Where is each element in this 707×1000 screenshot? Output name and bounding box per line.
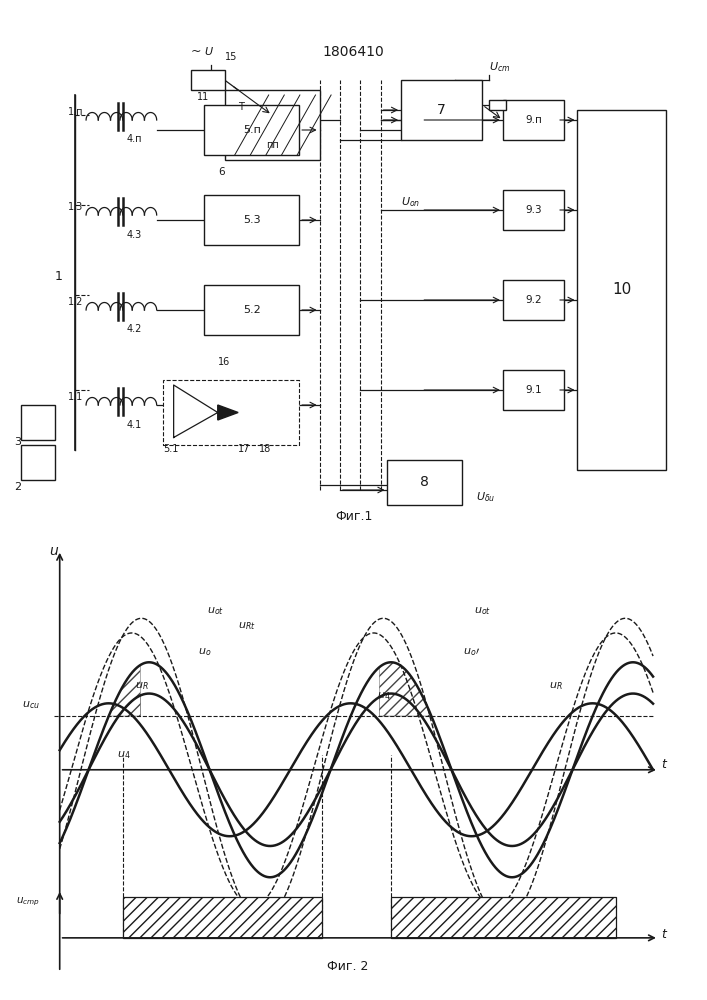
Text: $u_{Rt}$: $u_{Rt}$ bbox=[238, 620, 256, 632]
Text: Фиг.1: Фиг.1 bbox=[335, 510, 372, 523]
Text: 4.3: 4.3 bbox=[126, 230, 141, 239]
Text: $u_{ot}$: $u_{ot}$ bbox=[206, 605, 223, 617]
Text: 5.п: 5.п bbox=[243, 125, 261, 135]
Text: 8: 8 bbox=[421, 476, 429, 489]
Text: 11: 11 bbox=[197, 92, 210, 102]
Text: $U_{on}$: $U_{on}$ bbox=[401, 195, 420, 209]
Bar bbox=[503, 190, 564, 230]
Text: ~: ~ bbox=[191, 45, 201, 58]
Text: 9.2: 9.2 bbox=[525, 295, 542, 305]
Text: 4.п: 4.п bbox=[126, 134, 141, 144]
Bar bbox=[21, 445, 55, 480]
Bar bbox=[503, 280, 564, 320]
Text: u: u bbox=[49, 544, 58, 558]
Text: Т: Т bbox=[238, 102, 244, 112]
Text: t: t bbox=[662, 758, 667, 771]
Text: 2: 2 bbox=[14, 482, 21, 492]
Text: 18: 18 bbox=[259, 444, 271, 454]
Text: $u_4$: $u_4$ bbox=[117, 749, 131, 761]
Bar bbox=[401, 80, 482, 140]
Text: Фиг. 2: Фиг. 2 bbox=[327, 960, 368, 973]
Bar bbox=[225, 90, 320, 160]
Text: 15: 15 bbox=[225, 52, 237, 62]
Text: 1.п: 1.п bbox=[69, 107, 84, 117]
Text: 5.1: 5.1 bbox=[163, 444, 179, 454]
Bar bbox=[503, 100, 564, 140]
Text: $u_{cu}$: $u_{cu}$ bbox=[22, 699, 40, 711]
Text: U: U bbox=[204, 47, 212, 57]
Text: пп: пп bbox=[266, 139, 279, 149]
Text: 1.1: 1.1 bbox=[69, 392, 83, 402]
Text: 4.2: 4.2 bbox=[126, 324, 141, 334]
Polygon shape bbox=[218, 405, 238, 420]
Text: 1.2: 1.2 bbox=[69, 297, 84, 307]
Text: $u_o$: $u_o$ bbox=[198, 646, 211, 658]
Bar bbox=[391, 897, 616, 938]
Text: 5.2: 5.2 bbox=[243, 305, 261, 315]
Text: 3: 3 bbox=[14, 437, 21, 447]
Bar bbox=[21, 405, 55, 440]
Bar bbox=[489, 100, 506, 110]
Text: 1806410: 1806410 bbox=[322, 45, 385, 59]
Bar bbox=[204, 285, 299, 335]
Text: $u_R$: $u_R$ bbox=[134, 681, 148, 692]
Bar bbox=[204, 195, 299, 245]
Text: $u_4$: $u_4$ bbox=[377, 690, 390, 702]
Bar bbox=[503, 370, 564, 410]
Text: $u_{cmp}$: $u_{cmp}$ bbox=[16, 896, 40, 908]
Text: $u_o\prime$: $u_o\prime$ bbox=[463, 646, 480, 658]
Text: 10: 10 bbox=[612, 282, 631, 298]
Bar bbox=[123, 897, 322, 938]
Bar bbox=[191, 70, 225, 90]
Polygon shape bbox=[174, 385, 218, 438]
Text: $u_R$: $u_R$ bbox=[549, 681, 563, 692]
Text: $U_{cm}$: $U_{cm}$ bbox=[489, 60, 510, 74]
Text: 4.1: 4.1 bbox=[126, 420, 141, 430]
Text: $u_{RT}$: $u_{RT}$ bbox=[405, 913, 425, 925]
Bar bbox=[578, 110, 666, 470]
Text: 1: 1 bbox=[55, 270, 63, 283]
Text: 16: 16 bbox=[218, 357, 230, 367]
Text: $U_{\delta u}$: $U_{\delta u}$ bbox=[476, 490, 495, 504]
Text: t: t bbox=[662, 928, 667, 941]
Text: 5.3: 5.3 bbox=[243, 215, 260, 225]
Text: 6: 6 bbox=[218, 167, 224, 177]
Bar bbox=[163, 380, 299, 445]
Text: 9.п: 9.п bbox=[525, 115, 542, 125]
Bar bbox=[204, 105, 299, 155]
Text: 9.1: 9.1 bbox=[525, 385, 542, 395]
Text: 17: 17 bbox=[238, 444, 250, 454]
Text: 9.3: 9.3 bbox=[525, 205, 542, 215]
Text: 7: 7 bbox=[438, 103, 446, 117]
Bar bbox=[387, 460, 462, 505]
Text: $u_{ot}$: $u_{ot}$ bbox=[474, 605, 491, 617]
Text: 1.3: 1.3 bbox=[69, 202, 83, 212]
